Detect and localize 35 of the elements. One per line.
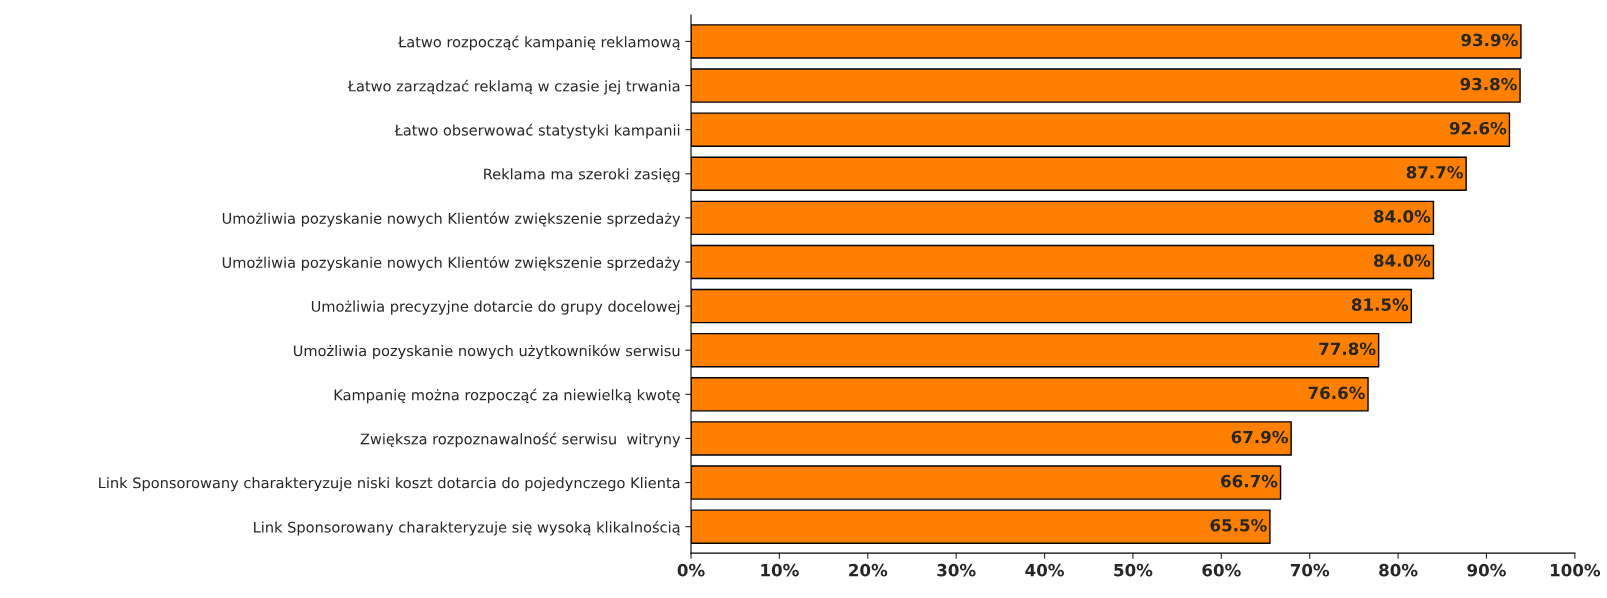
y-tick-label: Link Sponsorowany charakteryzuje niski koszt dotarcia do pojedynczego Klienta (99, 477, 680, 492)
data-label: 76.6% (1308, 386, 1365, 400)
x-tick-label: 100% (1551, 563, 1601, 577)
data-label: 67.9% (1231, 430, 1288, 444)
y-tick-label: Łatwo obserwować statystyki kampanii (394, 123, 680, 139)
y-tick-label: Reklama ma szeroki zasięg (484, 168, 680, 183)
y-tick-label: Link Sponsorowany charakteryzuje się wysoką klikalnością (254, 520, 680, 536)
y-tick-label: Kampanię można rozpocząć za niewielką kwotę (334, 388, 680, 404)
y-tick-label: Umożliwia pozyskanie nowych Klientów zwiększenie sprzedaży (222, 256, 681, 271)
y-tick-label: Łatwo zarządzać reklamą w czasie jej trwania (347, 79, 680, 95)
data-label: 92.6% (1449, 121, 1507, 135)
x-tick-label: 10% (761, 563, 799, 577)
data-label: 66.7% (1221, 474, 1278, 488)
x-tick-label: 20% (849, 563, 888, 577)
x-tick-label: 90% (1467, 563, 1506, 577)
x-tick-label: 30% (937, 563, 976, 577)
x-tick-label: 50% (1114, 563, 1153, 577)
y-tick-label: Umożliwia pozyskanie nowych użytkowników serwisu (293, 344, 680, 360)
data-label: 65.5% (1210, 518, 1267, 532)
data-label: 93.8% (1460, 77, 1517, 91)
data-label: 84.0% (1373, 210, 1431, 223)
data-label: 93.9% (1461, 33, 1518, 47)
y-tick-label: Zwiększa rozpoznawalność serwisu witryny (360, 432, 681, 448)
x-tick-label: 40% (1025, 563, 1064, 577)
x-tick-label: 80% (1379, 563, 1418, 577)
y-tick-label: Łatwo rozpocząć kampanię reklamową (397, 35, 680, 51)
y-tick-label: Umożliwia precyzyjne dotarcie do grupy docelowej (311, 300, 680, 315)
x-tick-label: 60% (1202, 563, 1241, 577)
data-label: 87.7% (1406, 165, 1463, 179)
data-label: 77.8% (1319, 342, 1376, 356)
x-tick-label: 70% (1290, 563, 1330, 577)
data-label: 84.0% (1373, 254, 1431, 267)
x-tick-label: 0% (677, 563, 705, 577)
y-tick-label: Umożliwia pozyskanie nowych Klientów zwiększenie sprzedaży (222, 212, 681, 227)
data-label: 81.5% (1351, 298, 1409, 311)
